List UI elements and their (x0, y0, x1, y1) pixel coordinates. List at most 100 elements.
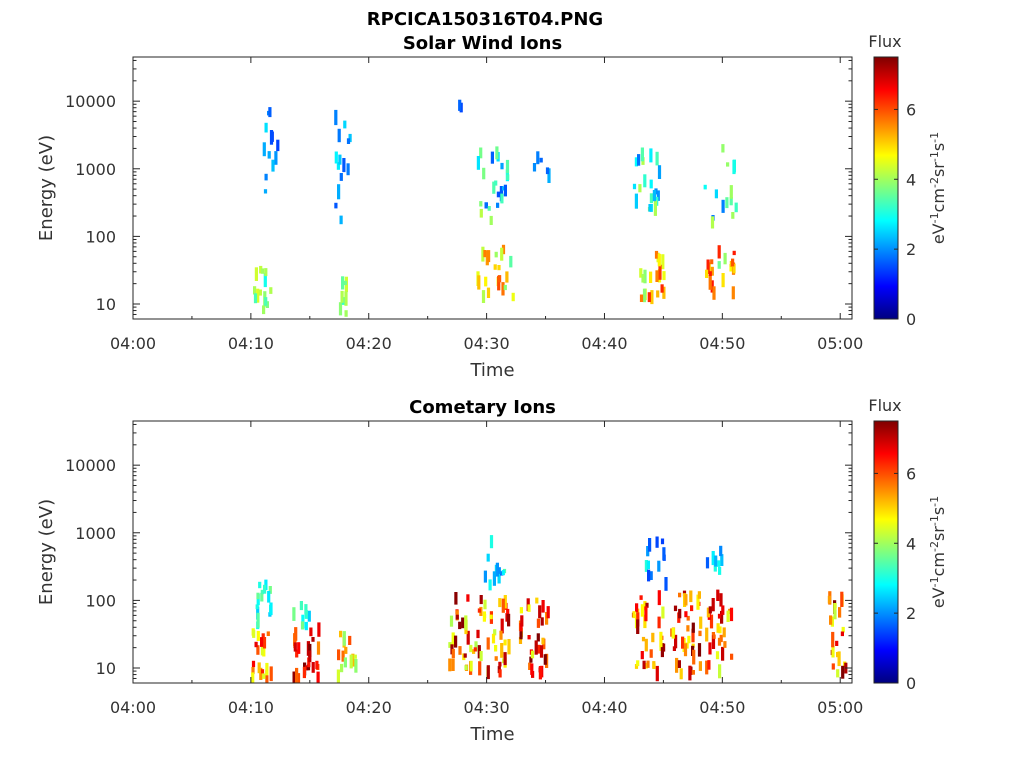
heatmap-cell (344, 310, 348, 317)
heatmap-cell (353, 654, 357, 659)
heatmap-cell (641, 274, 645, 283)
heatmap-cell (308, 650, 312, 663)
heatmap-cell (265, 662, 269, 676)
heatmap-cell (306, 664, 311, 671)
heatmap-cell (478, 661, 482, 676)
heatmap-cell (536, 633, 540, 642)
heatmap-cell (710, 266, 714, 276)
heatmap-cell (493, 629, 497, 636)
heatmap-cell (507, 639, 511, 655)
heatmap-cell (649, 179, 653, 189)
heatmap-cell (732, 250, 736, 256)
heatmap-cell (518, 636, 523, 644)
heatmap-cell (634, 193, 638, 209)
heatmap-cell (339, 630, 343, 638)
heatmap-cell (311, 662, 315, 673)
heatmap-cell (500, 193, 504, 204)
heatmap-cell (302, 666, 306, 679)
figure-title: RPCICA150316T04.PNG (367, 9, 603, 30)
heatmap-cell (705, 269, 709, 278)
heatmap-cell (726, 610, 730, 622)
heatmap-cell (255, 604, 259, 610)
heatmap-cell (719, 545, 723, 557)
heatmap-cell (267, 591, 271, 603)
heatmap-cell (642, 660, 646, 670)
heatmap-cell (458, 621, 462, 630)
heatmap-cell (703, 184, 707, 190)
heatmap-cell (640, 651, 644, 660)
heatmap-cell (451, 648, 455, 659)
heatmap-cell (340, 663, 344, 673)
heatmap-cell (647, 292, 651, 303)
heatmap-cell (715, 651, 720, 660)
heatmap-cell (835, 640, 839, 646)
heatmap-cell (708, 271, 712, 276)
heatmap-cell (639, 268, 643, 278)
heatmap-cell (343, 120, 347, 129)
heatmap-cell (497, 567, 501, 574)
heatmap-cell (348, 635, 352, 645)
heatmap-cell (707, 660, 711, 670)
heatmap-cell (660, 284, 664, 293)
heatmap-cell (507, 613, 511, 627)
heatmap-cell (264, 122, 268, 133)
heatmap-cell (493, 264, 497, 270)
heatmap-cell (536, 151, 540, 165)
heatmap-cell (342, 158, 346, 173)
heatmap-cell (483, 250, 487, 258)
heatmap-cell (497, 275, 501, 291)
heatmap-cell (698, 661, 702, 671)
y-tick-label: 1000 (75, 524, 116, 543)
heatmap-cell (454, 592, 458, 605)
heatmap-cell (829, 615, 833, 625)
heatmap-cell (344, 646, 348, 654)
heatmap-cell (546, 606, 550, 619)
heatmap-cell (501, 244, 506, 255)
heatmap-cell (678, 592, 682, 598)
heatmap-cell (251, 660, 256, 667)
heatmap-cell (699, 616, 703, 629)
heatmap-cell (461, 617, 465, 629)
heatmap-cell (662, 286, 666, 299)
heatmap-cell (259, 667, 263, 680)
heatmap-cell (545, 167, 550, 175)
heatmap-cell (664, 577, 668, 591)
heatmap-cell (476, 629, 480, 639)
heatmap-cell (643, 174, 647, 188)
heatmap-cell (830, 616, 834, 627)
colorbar-tick-label: 6 (906, 100, 916, 119)
heatmap-cell (501, 282, 505, 296)
heatmap-cell (653, 200, 657, 216)
heatmap-cell (661, 606, 665, 619)
heatmap-cell (505, 271, 509, 283)
heatmap-cell (725, 197, 729, 209)
heatmap-cell (731, 212, 735, 219)
heatmap-cell (469, 644, 473, 653)
heatmap-cell (640, 604, 644, 617)
x-tick-label: 04:10 (228, 698, 274, 717)
heatmap-cell (656, 290, 660, 298)
heatmap-cell (337, 128, 341, 143)
heatmap-cell (499, 630, 503, 640)
heatmap-cell (643, 601, 647, 611)
heatmap-cell (726, 162, 730, 167)
heatmap-cell (451, 658, 455, 671)
heatmap-cell (339, 173, 343, 181)
heatmap-cell (841, 626, 845, 633)
heatmap-cell (503, 184, 507, 197)
x-tick-label: 04:30 (464, 698, 510, 717)
heatmap-cell (476, 156, 480, 170)
heatmap-cell (648, 538, 652, 552)
heatmap-cell (496, 202, 500, 208)
heatmap-cell (305, 665, 309, 671)
heatmap-cell (477, 608, 481, 613)
x-axis-label: Time (469, 360, 514, 381)
heatmap-cell (716, 589, 720, 601)
heatmap-cell (717, 261, 721, 269)
x-tick-label: 04:40 (581, 698, 627, 717)
heatmap-cell (684, 611, 688, 618)
heatmap-cell (486, 665, 490, 680)
heatmap-cell (307, 657, 311, 668)
colorbar-tick-label: 2 (906, 240, 916, 259)
heatmap-cell (498, 275, 502, 283)
